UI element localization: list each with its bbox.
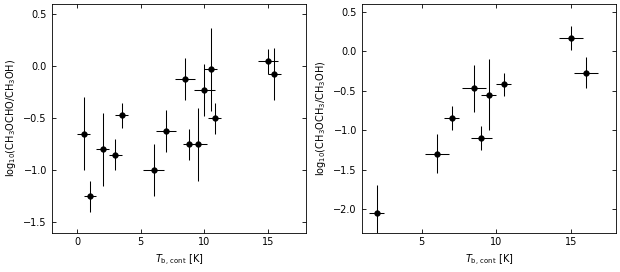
X-axis label: $T_{\mathrm{b,\,cont}}$ [K]: $T_{\mathrm{b,\,cont}}$ [K] bbox=[155, 253, 203, 268]
Y-axis label: log$_{10}$(CH$_3$OCHO/CH$_3$OH): log$_{10}$(CH$_3$OCHO/CH$_3$OH) bbox=[4, 59, 18, 177]
Y-axis label: log$_{10}$(CH$_3$OCH$_3$/CH$_3$OH): log$_{10}$(CH$_3$OCH$_3$/CH$_3$OH) bbox=[314, 61, 328, 176]
X-axis label: $T_{\mathrm{b,\,cont}}$ [K]: $T_{\mathrm{b,\,cont}}$ [K] bbox=[465, 253, 513, 268]
